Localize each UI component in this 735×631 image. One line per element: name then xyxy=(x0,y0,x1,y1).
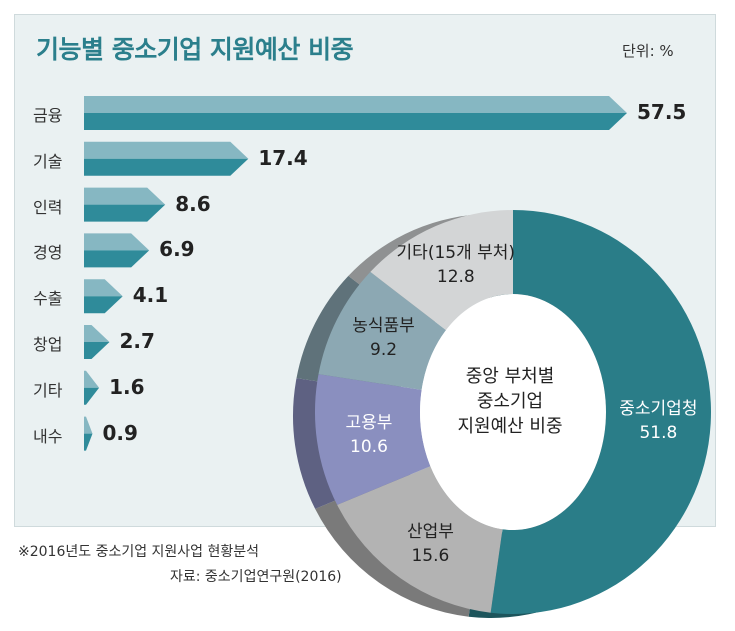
bar-upper xyxy=(84,370,100,388)
donut-slice-name: 산업부 xyxy=(406,521,454,542)
bar-category-label: 기술 xyxy=(33,151,63,171)
bar-lower xyxy=(84,342,110,359)
bar-value-label: 6.9 xyxy=(159,237,195,262)
bar-upper xyxy=(84,279,123,297)
bar-category-label: 수출 xyxy=(33,289,63,309)
donut-slice-label: 고용부 10.6 xyxy=(346,411,393,459)
donut-center-line-2: 중소기업 xyxy=(476,391,544,412)
bar xyxy=(84,370,100,405)
donut-slice-value: 10.6 xyxy=(350,437,388,458)
bar-upper xyxy=(84,141,249,159)
donut-center-text: 중앙 부처별 중소기업 지원예산 비중 xyxy=(432,364,588,439)
bar xyxy=(84,325,110,359)
bar-upper xyxy=(84,187,166,205)
bar xyxy=(84,141,249,176)
bar-value-label: 2.7 xyxy=(119,329,155,353)
donut-slice-value: 51.8 xyxy=(639,423,678,444)
bar-lower xyxy=(84,204,166,222)
donut-slice-label: 산업부 15.6 xyxy=(407,520,454,568)
bar-lower xyxy=(84,296,123,314)
bar xyxy=(84,96,627,130)
bar xyxy=(84,187,166,222)
source-note: 자료: 중소기업연구원(2016) xyxy=(170,569,342,585)
donut-slice-label: 기타(15개 부처) 12.8 xyxy=(397,241,516,289)
donut-center-line-3: 지원예산 비중 xyxy=(457,416,563,437)
donut-slice-label: 중소기업청 51.8 xyxy=(619,397,697,445)
donut-slice-value: 15.6 xyxy=(411,545,450,566)
bar-lower xyxy=(84,113,627,130)
bar-upper xyxy=(84,96,627,113)
bar-value-label: 17.4 xyxy=(258,145,308,170)
bar-lower xyxy=(84,433,93,451)
donut-hole xyxy=(420,294,606,530)
bar xyxy=(84,416,93,451)
bar-upper xyxy=(84,325,110,342)
bar-category-label: 인력 xyxy=(33,197,63,217)
bar xyxy=(84,279,123,314)
donut-slice-name: 고용부 xyxy=(345,413,393,434)
bar-category-label: 경영 xyxy=(33,243,63,263)
donut-slice xyxy=(370,210,513,331)
donut-slice-value: 9.2 xyxy=(370,340,398,361)
bar-category-label: 금융 xyxy=(33,106,63,125)
donut-slice-name: 중소기업청 xyxy=(619,399,698,420)
donut-slice xyxy=(490,210,712,615)
bar-lower xyxy=(84,387,100,405)
bar-category-label: 내수 xyxy=(33,426,63,446)
donut-slice-value: 12.8 xyxy=(436,266,475,287)
donut-slice-name: 기타(15개 부처) xyxy=(396,242,516,263)
bar-value-label: 8.6 xyxy=(175,191,211,216)
bar-value-label: 1.6 xyxy=(109,374,145,399)
bar-lower xyxy=(84,250,150,268)
bar-upper xyxy=(84,233,150,251)
donut-slice xyxy=(315,374,431,505)
footnote: ※2016년도 중소기업 지원사업 현황분석 xyxy=(18,544,260,560)
bar-value-label: 4.1 xyxy=(132,283,169,308)
donut-slice xyxy=(337,466,503,613)
bar xyxy=(84,233,150,268)
chart-title: 기능별 중소기업 지원예산 비중 xyxy=(36,35,354,64)
bar-upper xyxy=(84,416,93,434)
bar-value-label: 0.9 xyxy=(102,420,138,445)
donut-slice xyxy=(318,271,447,390)
donut-center-line-1: 중앙 부처별 xyxy=(465,366,555,387)
bar-lower xyxy=(84,158,249,176)
unit-label: 단위: % xyxy=(622,42,674,60)
donut-slice-label: 농식품부 9.2 xyxy=(352,314,415,362)
bar-category-label: 기타 xyxy=(33,380,63,400)
bar-category-label: 창업 xyxy=(33,335,63,354)
donut-slice-name: 농식품부 xyxy=(352,316,415,337)
bar-value-label: 57.5 xyxy=(637,100,687,124)
